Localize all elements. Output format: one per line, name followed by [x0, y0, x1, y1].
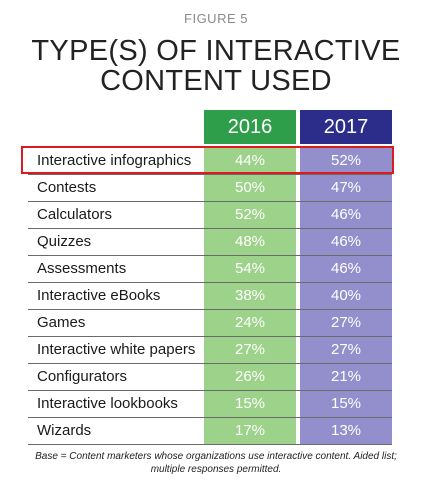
cell-2017: 52%	[300, 148, 392, 174]
table-row: Calculators 52% 46%	[28, 202, 392, 229]
cell-2017: 27%	[300, 310, 392, 336]
row-label: Quizzes	[37, 233, 92, 250]
row-label: Interactive white papers	[37, 341, 196, 358]
cell-2016: 27%	[204, 337, 296, 363]
table-row: Configurators 26% 21%	[28, 364, 392, 391]
row-label: Calculators	[37, 206, 113, 223]
cell-2016: 15%	[204, 391, 296, 417]
cell-2016: 50%	[204, 175, 296, 201]
cell-2017: 46%	[300, 202, 392, 228]
chart-title: TYPE(S) OF INTERACTIVE CONTENT USED	[0, 36, 432, 96]
column-header-2017: 2017	[300, 110, 392, 144]
highlight-box	[21, 146, 394, 174]
table-row: Wizards 17% 13%	[28, 418, 392, 445]
footnote: Base = Content marketers whose organizat…	[0, 450, 432, 476]
row-label: Assessments	[37, 260, 127, 277]
row-label: Configurators	[37, 368, 128, 385]
cell-2017: 46%	[300, 256, 392, 282]
cell-2017: 40%	[300, 283, 392, 309]
row-label: Contests	[37, 179, 97, 196]
table-row: Interactive infographics 44% 52%	[28, 148, 392, 175]
chart-title-line-2: CONTENT USED	[100, 65, 332, 97]
table-row: Assessments 54% 46%	[28, 256, 392, 283]
cell-2017: 21%	[300, 364, 392, 390]
cell-2016: 17%	[204, 418, 296, 444]
cell-2016: 44%	[204, 148, 296, 174]
cell-2017: 13%	[300, 418, 392, 444]
cell-2016: 24%	[204, 310, 296, 336]
cell-2016: 54%	[204, 256, 296, 282]
cell-2017: 46%	[300, 229, 392, 255]
chart-title-line-1: TYPE(S) OF INTERACTIVE	[31, 35, 401, 67]
figure-label: FIGURE 5	[184, 11, 248, 26]
column-header-2016: 2016	[204, 110, 296, 144]
footnote-line-2: multiple responses permitted.	[150, 464, 282, 475]
row-label: Wizards	[37, 422, 92, 439]
table-row: Interactive eBooks 38% 40%	[28, 283, 392, 310]
cell-2016: 52%	[204, 202, 296, 228]
row-label: Interactive infographics	[37, 152, 192, 169]
cell-2016: 38%	[204, 283, 296, 309]
cell-2016: 48%	[204, 229, 296, 255]
row-label: Interactive eBooks	[37, 287, 161, 304]
table-row: Contests 50% 47%	[28, 175, 392, 202]
cell-2016: 26%	[204, 364, 296, 390]
cell-2017: 15%	[300, 391, 392, 417]
table-row: Quizzes 48% 46%	[28, 229, 392, 256]
footnote-line-1: Base = Content marketers whose organizat…	[35, 451, 397, 462]
row-label: Interactive lookbooks	[37, 395, 178, 412]
row-label: Games	[37, 314, 86, 331]
table-row: Interactive white papers 27% 27%	[28, 337, 392, 364]
table-row: Interactive lookbooks 15% 15%	[28, 391, 392, 418]
cell-2017: 27%	[300, 337, 392, 363]
table-row: Games 24% 27%	[28, 310, 392, 337]
cell-2017: 47%	[300, 175, 392, 201]
